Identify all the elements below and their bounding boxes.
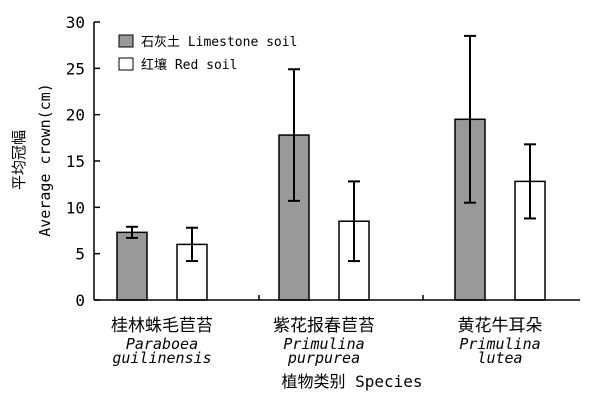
y-tick-label: 10 <box>66 198 85 217</box>
category-label-latin: purpurea <box>287 349 360 367</box>
y-tick-label: 25 <box>66 59 85 78</box>
axes <box>93 22 580 301</box>
legend-swatch-limestone <box>118 34 134 48</box>
x-axis-label: 植物类别 Species <box>281 372 422 391</box>
category-label-latin: guilinensis <box>112 349 211 367</box>
legend: 石灰土 Limestone soil 红壤 Red soil <box>118 34 297 73</box>
y-axis-label-en: Average crown(cm) <box>36 83 54 237</box>
legend-label-limestone: 石灰土 Limestone soil <box>141 35 297 50</box>
category-label-latin: lutea <box>477 349 522 367</box>
y-axis-ticks: 0 5 10 15 20 25 30 <box>66 13 100 310</box>
bar <box>116 231 148 301</box>
category-labels: 桂林蛛毛苣苔Paraboeaguilinensis紫花报春苣苔Primulina… <box>111 316 543 367</box>
y-tick-label: 15 <box>66 152 85 171</box>
y-tick-label: 20 <box>66 106 85 125</box>
y-tick-label: 5 <box>75 245 85 264</box>
y-axis-label-cn: 平均冠幅 <box>10 130 28 190</box>
category-label-cn: 黄花牛耳朵 <box>458 316 543 336</box>
y-tick-label: 30 <box>66 13 85 32</box>
category-label-cn: 桂林蛛毛苣苔 <box>111 316 213 336</box>
category-label-cn: 紫花报春苣苔 <box>273 316 375 336</box>
category-label-latin: Paraboea <box>126 335 198 353</box>
category-label-latin: Primulina <box>283 335 364 353</box>
error-bars <box>126 34 536 263</box>
y-tick-label: 0 <box>75 291 85 310</box>
legend-label-red: 红壤 Red soil <box>141 57 237 73</box>
legend-swatch-red <box>118 57 134 71</box>
category-label-latin: Primulina <box>459 335 540 353</box>
bars <box>116 118 546 301</box>
